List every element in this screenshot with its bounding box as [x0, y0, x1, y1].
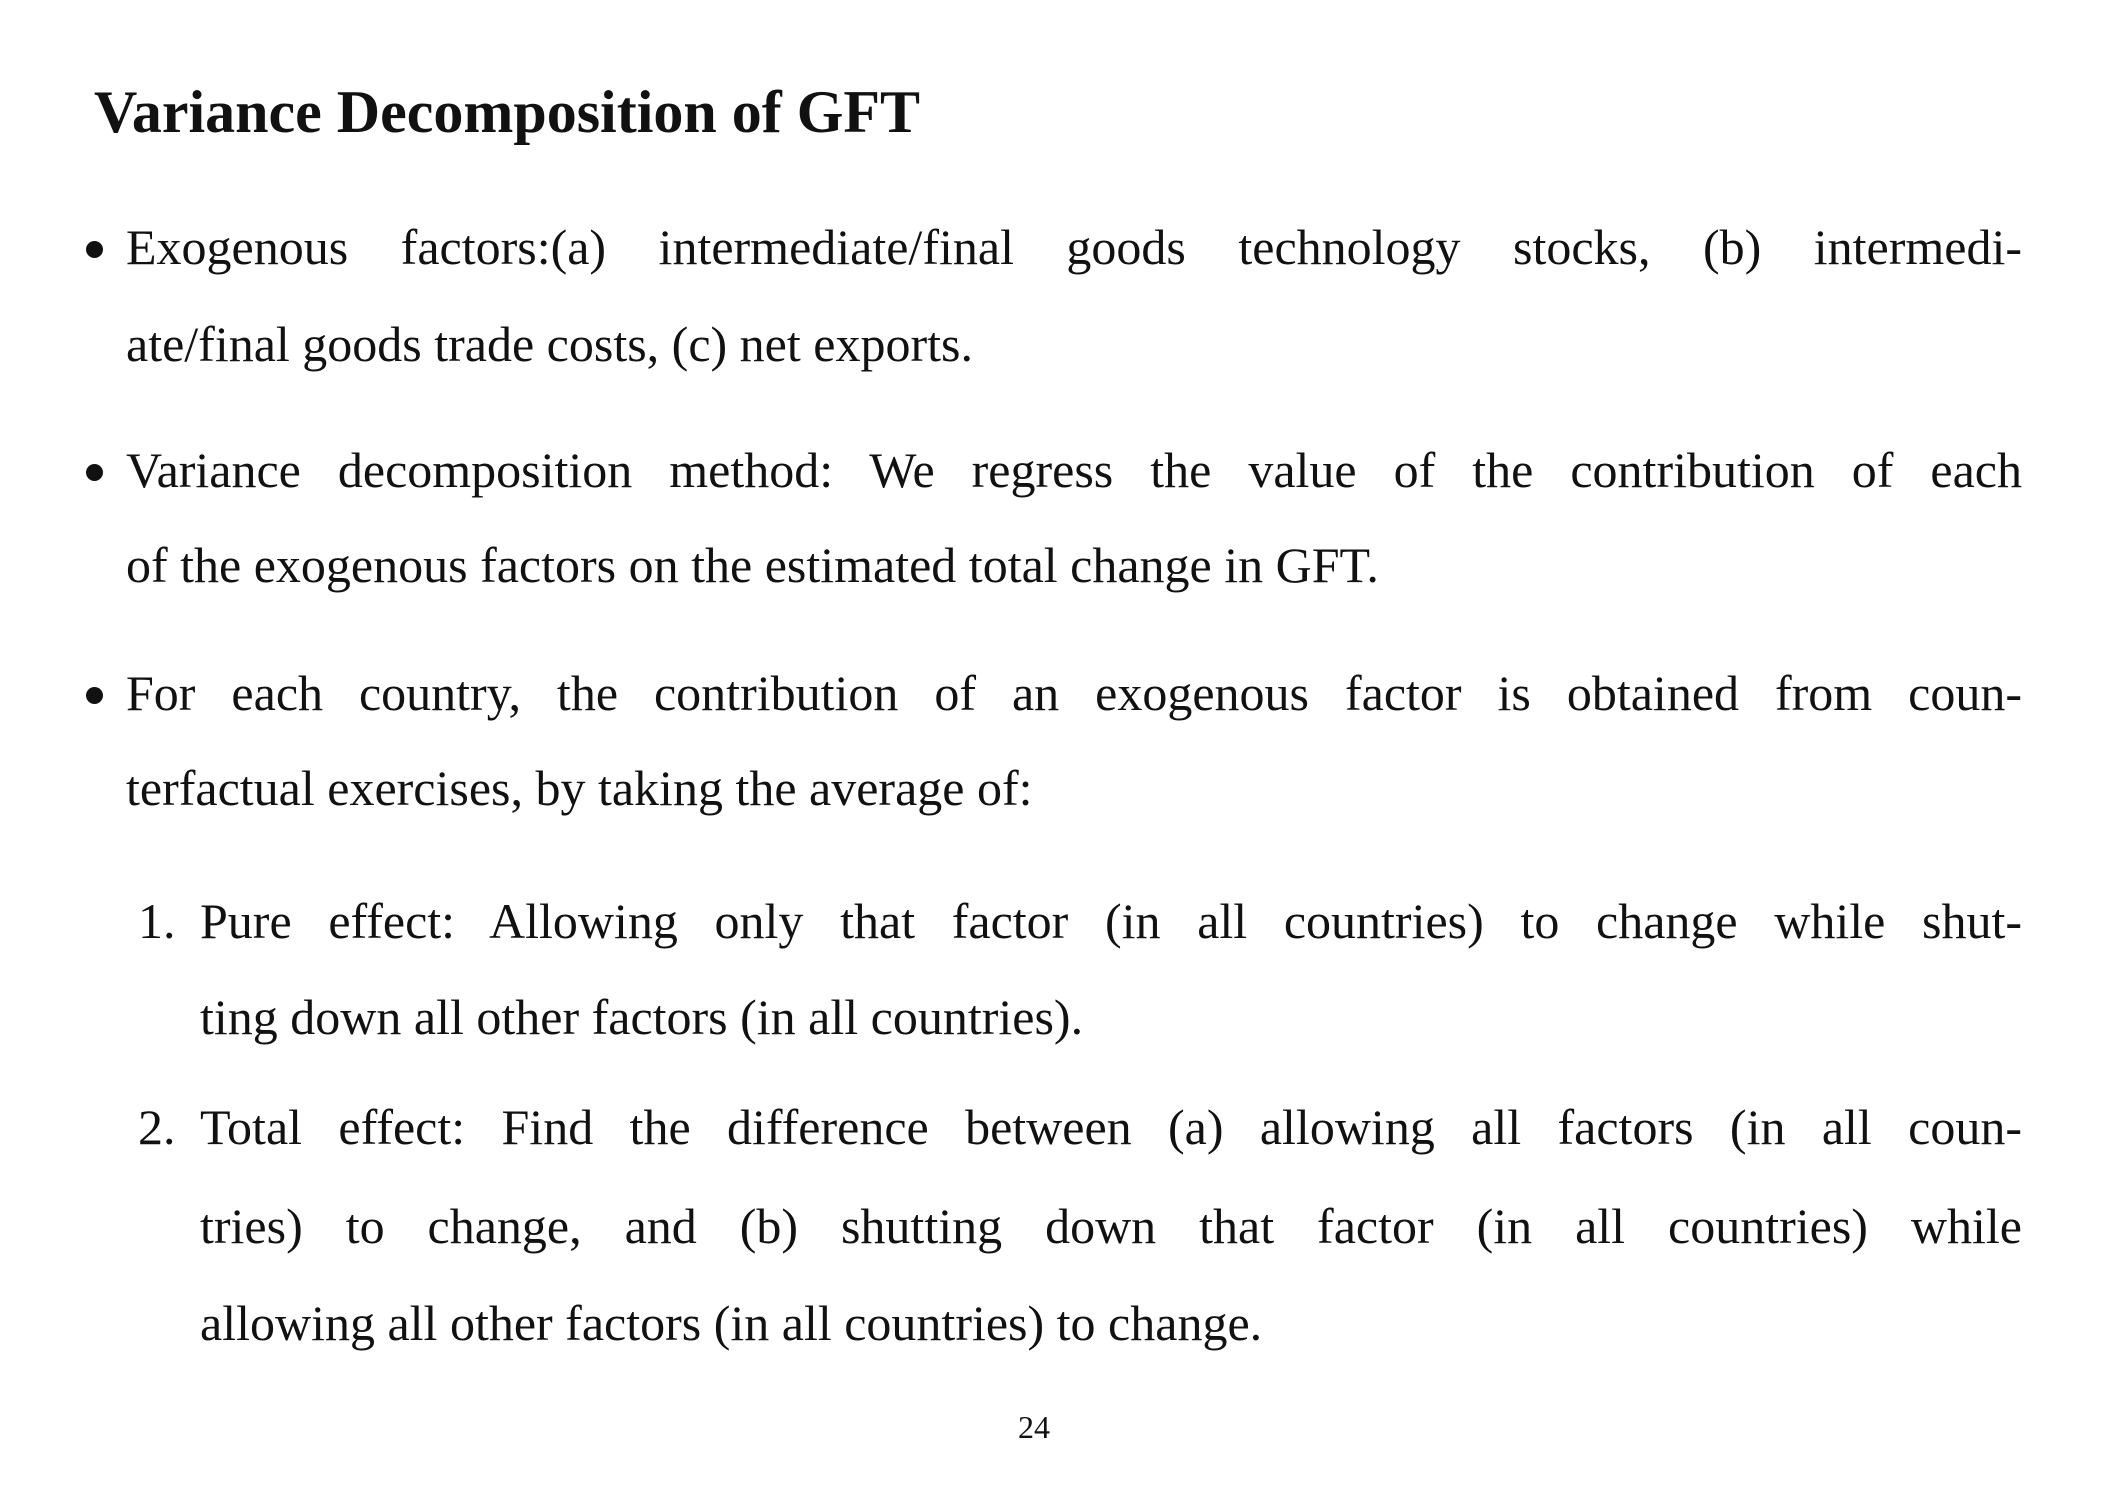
item-line: Pure effect: Allowing only that factor (…: [200, 893, 2022, 949]
item-line: ting down all other factors (in all coun…: [200, 989, 1084, 1045]
bullet-dot: [86, 687, 103, 704]
item-number: 1.: [138, 893, 176, 949]
item-line: Total effect: Find the difference betwee…: [200, 1099, 2022, 1155]
slide-title: Variance Decomposition of GFT: [94, 79, 921, 145]
bullet-line: For each country, the contribution of an…: [126, 665, 2022, 721]
bullet-line: ate/final goods trade costs, (c) net exp…: [126, 316, 973, 372]
item-number: 2.: [138, 1099, 176, 1155]
bullet-line: Variance decomposition method: We regres…: [126, 442, 2022, 498]
bullet-line: of the exogenous factors on the estimate…: [126, 537, 1379, 593]
page-number: 24: [1018, 1409, 1050, 1445]
bullet-line: Exogenous factors:(a) intermediate/final…: [126, 219, 2022, 275]
item-line: allowing all other factors (in all count…: [200, 1295, 1263, 1351]
bullet-line: terfactual exercises, by taking the aver…: [126, 760, 1033, 816]
item-line: tries) to change, and (b) shutting down …: [200, 1198, 2022, 1254]
bullet-dot: [86, 464, 103, 481]
bullet-dot: [86, 241, 103, 258]
